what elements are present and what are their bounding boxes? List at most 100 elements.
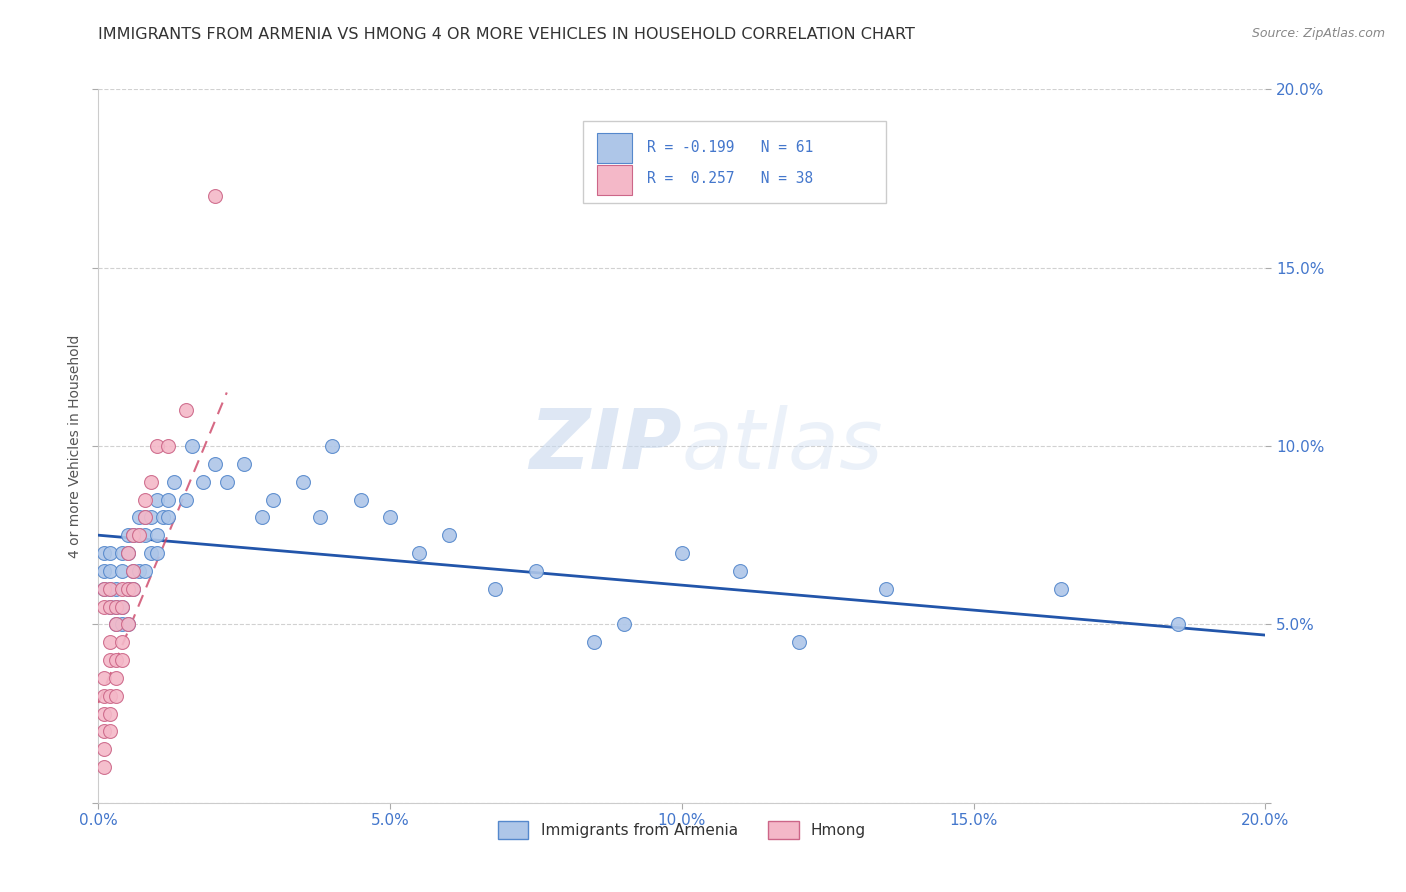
Point [122,564,145,578]
Point [134,492,156,507]
Point [104,689,127,703]
Point [122,582,145,596]
Point [139,475,162,489]
Point [98,582,121,596]
Point [98,706,121,721]
Point [152,510,174,524]
Point [146,439,169,453]
Point [117,582,139,596]
Bar [596,134,631,163]
Point [1050,582,1073,596]
Text: R =  0.257   N = 38: R = 0.257 N = 38 [647,171,813,186]
Point [98,635,121,649]
Point [291,475,314,489]
Point [612,617,634,632]
Point [380,510,402,524]
Point [117,582,139,596]
Point [128,528,150,542]
Point [122,582,145,596]
Point [111,599,134,614]
Point [111,546,134,560]
Point [117,617,139,632]
Point [122,528,145,542]
Point [193,475,215,489]
Point [98,689,121,703]
Point [250,510,273,524]
Point [93,599,115,614]
Point [787,635,810,649]
Point [233,457,256,471]
Point [157,439,180,453]
Text: ZIP: ZIP [529,406,682,486]
Point [524,564,547,578]
Point [93,742,115,756]
Bar [596,165,631,194]
Point [111,635,134,649]
Point [104,617,127,632]
Point [174,403,197,417]
Point [111,599,134,614]
Point [875,582,897,596]
Point [104,599,127,614]
Point [93,706,115,721]
Point [262,492,284,507]
Y-axis label: 4 or more Vehicles in Household: 4 or more Vehicles in Household [67,334,82,558]
Point [98,599,121,614]
Point [111,653,134,667]
Point [215,475,238,489]
Point [98,564,121,578]
Point [104,599,127,614]
Point [98,582,121,596]
FancyBboxPatch shape [582,121,886,203]
Point [730,564,752,578]
Point [157,492,180,507]
Point [309,510,332,524]
Point [204,457,226,471]
Point [139,510,162,524]
Point [146,546,169,560]
Point [117,617,139,632]
Point [128,528,150,542]
Point [321,439,343,453]
Point [671,546,693,560]
Point [180,439,202,453]
Point [98,546,121,560]
Point [134,564,156,578]
Point [128,510,150,524]
Point [111,617,134,632]
Point [98,653,121,667]
Point [583,635,606,649]
Point [111,564,134,578]
Point [122,564,145,578]
Point [122,528,145,542]
Point [157,510,180,524]
Point [93,582,115,596]
Point [139,546,162,560]
Point [1167,617,1189,632]
Point [104,617,127,632]
Point [93,564,115,578]
Text: Source: ZipAtlas.com: Source: ZipAtlas.com [1251,27,1385,40]
Text: atlas: atlas [682,406,883,486]
Point [104,653,127,667]
Point [93,760,115,774]
Point [104,582,127,596]
Text: R = -0.199   N = 61: R = -0.199 N = 61 [647,139,813,154]
Point [204,189,226,203]
Point [98,599,121,614]
Point [437,528,460,542]
Point [93,671,115,685]
Point [93,724,115,739]
Point [93,546,115,560]
Point [111,582,134,596]
Point [134,510,156,524]
Point [117,546,139,560]
Point [93,582,115,596]
Point [104,671,127,685]
Point [98,724,121,739]
Point [484,582,506,596]
Point [134,510,156,524]
Legend: Immigrants from Armenia, Hmong: Immigrants from Armenia, Hmong [492,815,872,845]
Text: IMMIGRANTS FROM ARMENIA VS HMONG 4 OR MORE VEHICLES IN HOUSEHOLD CORRELATION CHA: IMMIGRANTS FROM ARMENIA VS HMONG 4 OR MO… [98,27,915,42]
Point [128,564,150,578]
